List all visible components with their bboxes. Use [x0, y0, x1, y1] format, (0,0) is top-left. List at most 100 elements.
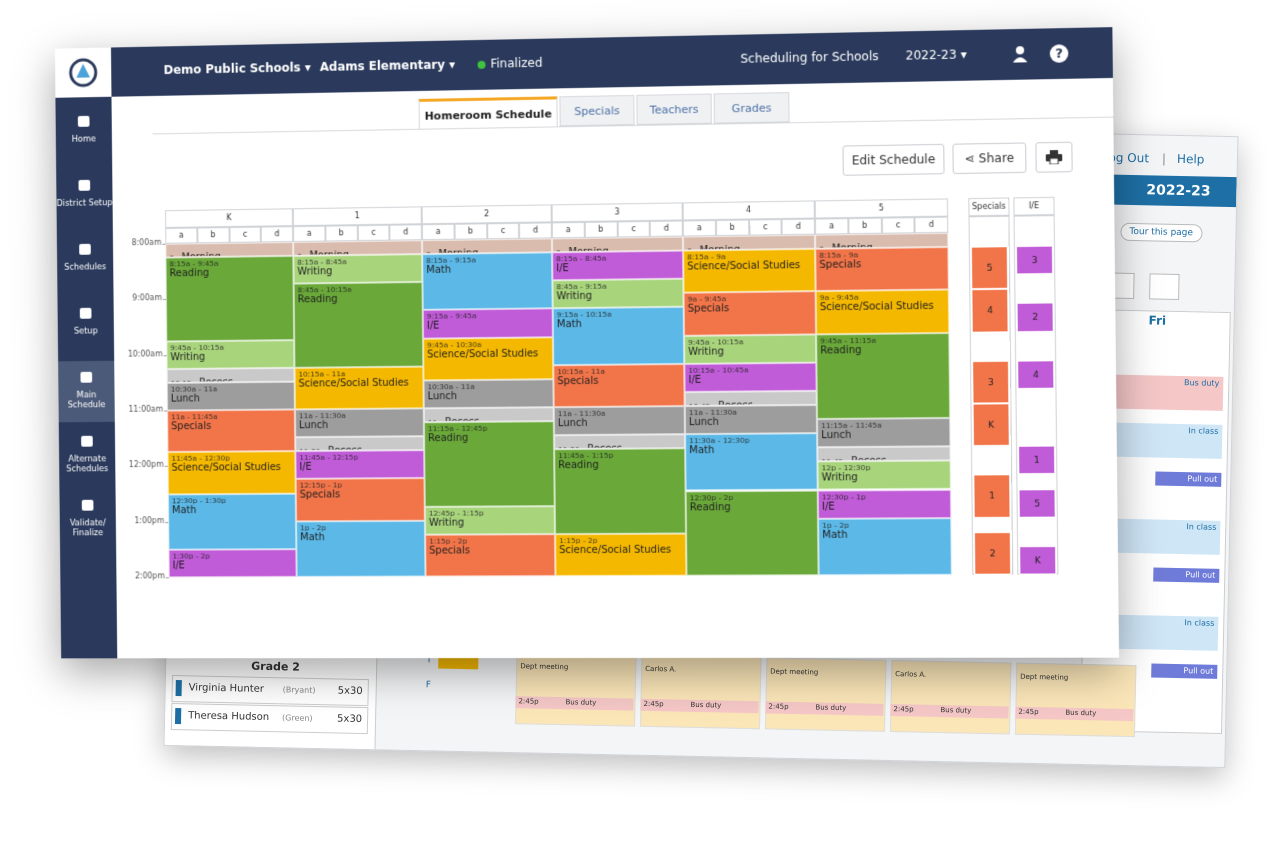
side-block[interactable]: 3 — [1015, 245, 1054, 275]
schedule-block[interactable]: 10:15aRecess — [166, 367, 295, 383]
schedule-block[interactable]: 11a - 11:30a Lunch — [294, 408, 425, 438]
nav-item[interactable]: Main Schedule — [58, 360, 115, 423]
block-time: 11:15a - 11:45a — [821, 420, 882, 431]
block-subject: Writing — [170, 351, 206, 363]
block-subject: Lunch — [688, 416, 720, 429]
schedule-block[interactable]: 8:45a - 9:15a Writing — [552, 278, 684, 309]
print-button[interactable] — [1149, 273, 1180, 300]
side-block[interactable]: 3 — [972, 360, 1010, 404]
block-time: 8:15a - 8:45a — [297, 257, 347, 267]
nav-item[interactable]: Schedules — [57, 233, 114, 295]
nav-item[interactable]: Home — [56, 105, 113, 167]
schedule-block[interactable]: 11a - 11:30a Lunch — [684, 404, 818, 435]
schedule-block[interactable]: 10:45aRecess — [684, 390, 817, 407]
schedule-block[interactable]: 11:15a - 12:45p Reading — [423, 421, 555, 507]
schedule-block[interactable]: 8:15a - 9a Science/Social Studies — [683, 248, 816, 294]
schedule-block[interactable]: 8:45a - 10:15a Reading — [293, 282, 424, 368]
help-link[interactable]: Help — [1176, 151, 1205, 167]
block-time: 11a - 11:30a — [298, 410, 346, 421]
nav-item[interactable]: District Setup — [56, 169, 113, 231]
block-time: 9a - 9:45a — [819, 292, 859, 303]
schedule-block[interactable]: 11:15a - 11:45a Lunch — [816, 418, 951, 448]
schedule-block[interactable]: 9a - 9:45a Specials — [683, 291, 817, 336]
schedule-grid: 8:00am 9:00am 10:00am 11:00am 12:00pm 1:00pm 2… — [55, 27, 1119, 658]
schedule-block[interactable]: 8:15a - 8:45a I/E — [552, 250, 684, 281]
tour-button[interactable]: Tour this page — [1120, 222, 1203, 243]
help-icon[interactable]: ? — [1049, 43, 1070, 64]
schedule-block[interactable]: 12:45p - 1:15p Writing — [424, 505, 556, 535]
side-block[interactable]: 1 — [973, 474, 1011, 518]
schedule-block[interactable]: 1:15p - 2p Science/Social Studies — [555, 533, 687, 577]
nav-icon — [81, 499, 94, 511]
block-time: 12:30p - 1:30p — [171, 495, 226, 505]
schedule-block[interactable]: 9:45a - 11:15a Reading — [816, 332, 951, 420]
side-block[interactable]: 1 — [1018, 445, 1056, 475]
schedule-block[interactable]: 11:45a - 1:15p Reading — [554, 448, 687, 534]
time-label: 1:00pm — [134, 515, 165, 525]
schedule-block[interactable]: 8:15a - 8:45a Writing — [293, 254, 423, 284]
schedule-block[interactable]: 1:15p - 2p Specials — [425, 533, 556, 577]
student-list: Virginia Hunter (Bryant) 5x30 Theresa Hudso… — [170, 674, 369, 739]
grade-header: 3 — [551, 202, 683, 223]
nav-item[interactable]: Alternate Schedules — [59, 425, 116, 486]
schedule-block[interactable]: 10:15a - 11a Specials — [553, 363, 685, 408]
side-block[interactable]: 2 — [973, 531, 1012, 575]
schedule-block[interactable]: 9:15a - 9:45a I/E — [422, 308, 553, 339]
time-label: 11:00am — [128, 404, 164, 414]
schedule-block[interactable]: 11:45a - 12:30p Science/Social Studies — [167, 451, 296, 494]
schedule-block[interactable]: 9:15a - 10:15a Math — [552, 307, 685, 365]
schedule-block[interactable]: 1p - 2p Math — [818, 517, 952, 576]
block-time: 11a - 11:30a — [688, 407, 737, 418]
schedule-block[interactable]: 12:30p - 1:30p Math — [167, 493, 297, 550]
schedule-block[interactable]: 11:45a - 12:15p I/E — [295, 450, 425, 480]
schedule-block[interactable]: 12:30p - 2p Reading — [685, 490, 819, 576]
week-event: Dept meeting — [770, 667, 819, 677]
side-block[interactable]: K — [1019, 545, 1057, 575]
side-block[interactable]: 5 — [970, 246, 1009, 290]
section-header: b — [454, 223, 487, 240]
schedule-block[interactable]: 9:45a - 10:15a Writing — [683, 333, 817, 364]
schedule-block[interactable]: 11:30aRecess — [295, 436, 425, 452]
schedule-block[interactable]: 1:30p - 2p I/E — [168, 549, 297, 578]
schedule-block[interactable]: 10:15a - 10:45a I/E — [684, 362, 817, 392]
side-block[interactable]: 2 — [1016, 302, 1054, 332]
schedule-block[interactable]: 11aRecess — [423, 407, 554, 423]
student-name: Virginia Hunter — [188, 682, 265, 695]
schedule-block[interactable]: 12:15p - 1p Specials — [295, 478, 425, 522]
time-label: 2:00pm — [134, 571, 165, 581]
side-block[interactable]: 5 — [1018, 488, 1056, 518]
schedule-block[interactable]: 9:45a - 10:30a Science/Social Studies — [423, 336, 554, 381]
schedule-block[interactable]: 11:45aRecess — [817, 446, 951, 462]
logo — [55, 47, 112, 97]
section-header: c — [617, 220, 651, 238]
block-time: 11:15a - 12:45p — [427, 423, 488, 434]
section-header: b — [197, 227, 230, 244]
side-block[interactable]: K — [972, 403, 1010, 447]
schedule-block[interactable]: 9:45a - 10:15a Writing — [166, 339, 295, 369]
block-subject: Specials — [429, 545, 471, 557]
side-block[interactable]: 4 — [1017, 360, 1055, 389]
schedule-block[interactable]: 12:30p - 1p I/E — [817, 489, 952, 519]
schedule-block[interactable]: 8:15a - 9:45a Reading — [165, 255, 295, 342]
schedule-block[interactable]: 10:30a - 11a Lunch — [166, 381, 295, 411]
schedule-block[interactable]: 9a - 9:45a Science/Social Studies — [815, 289, 950, 334]
schedule-block[interactable]: 10:30a - 11a Lunch — [423, 379, 554, 409]
schedule-block[interactable]: 11:30a - 12:30p Math — [685, 433, 818, 491]
block-time: 8:15a - 8:45a — [556, 253, 607, 264]
week-event: Carlos A. — [645, 664, 677, 674]
schedule-block[interactable]: 8:15a - 9a Specials — [815, 247, 949, 292]
schedule-block[interactable]: 11a - 11:30a Lunch — [553, 406, 686, 436]
schedule-block[interactable]: 1p - 2p Math — [296, 520, 426, 577]
schedule-block[interactable]: 12p - 12:30p Writing — [817, 460, 951, 491]
side-block[interactable]: 4 — [971, 289, 1009, 333]
block-subject: Science/Social Studies — [559, 544, 672, 556]
schedule-block[interactable]: 10:15a - 11a Science/Social Studies — [294, 366, 424, 410]
block-subject: Math — [689, 445, 715, 457]
section-header: a — [165, 227, 198, 244]
block-subject: Science/Social Studies — [687, 260, 801, 273]
nav-item[interactable]: Setup — [57, 297, 114, 359]
schedule-block[interactable]: 11:30aRecess — [553, 434, 686, 450]
schedule-block[interactable]: 8:15a - 9:15a Math — [422, 252, 553, 311]
nav-item[interactable]: Validate/ Finalize — [59, 489, 116, 550]
schedule-block[interactable]: 11a - 11:45a Specials — [167, 409, 296, 453]
